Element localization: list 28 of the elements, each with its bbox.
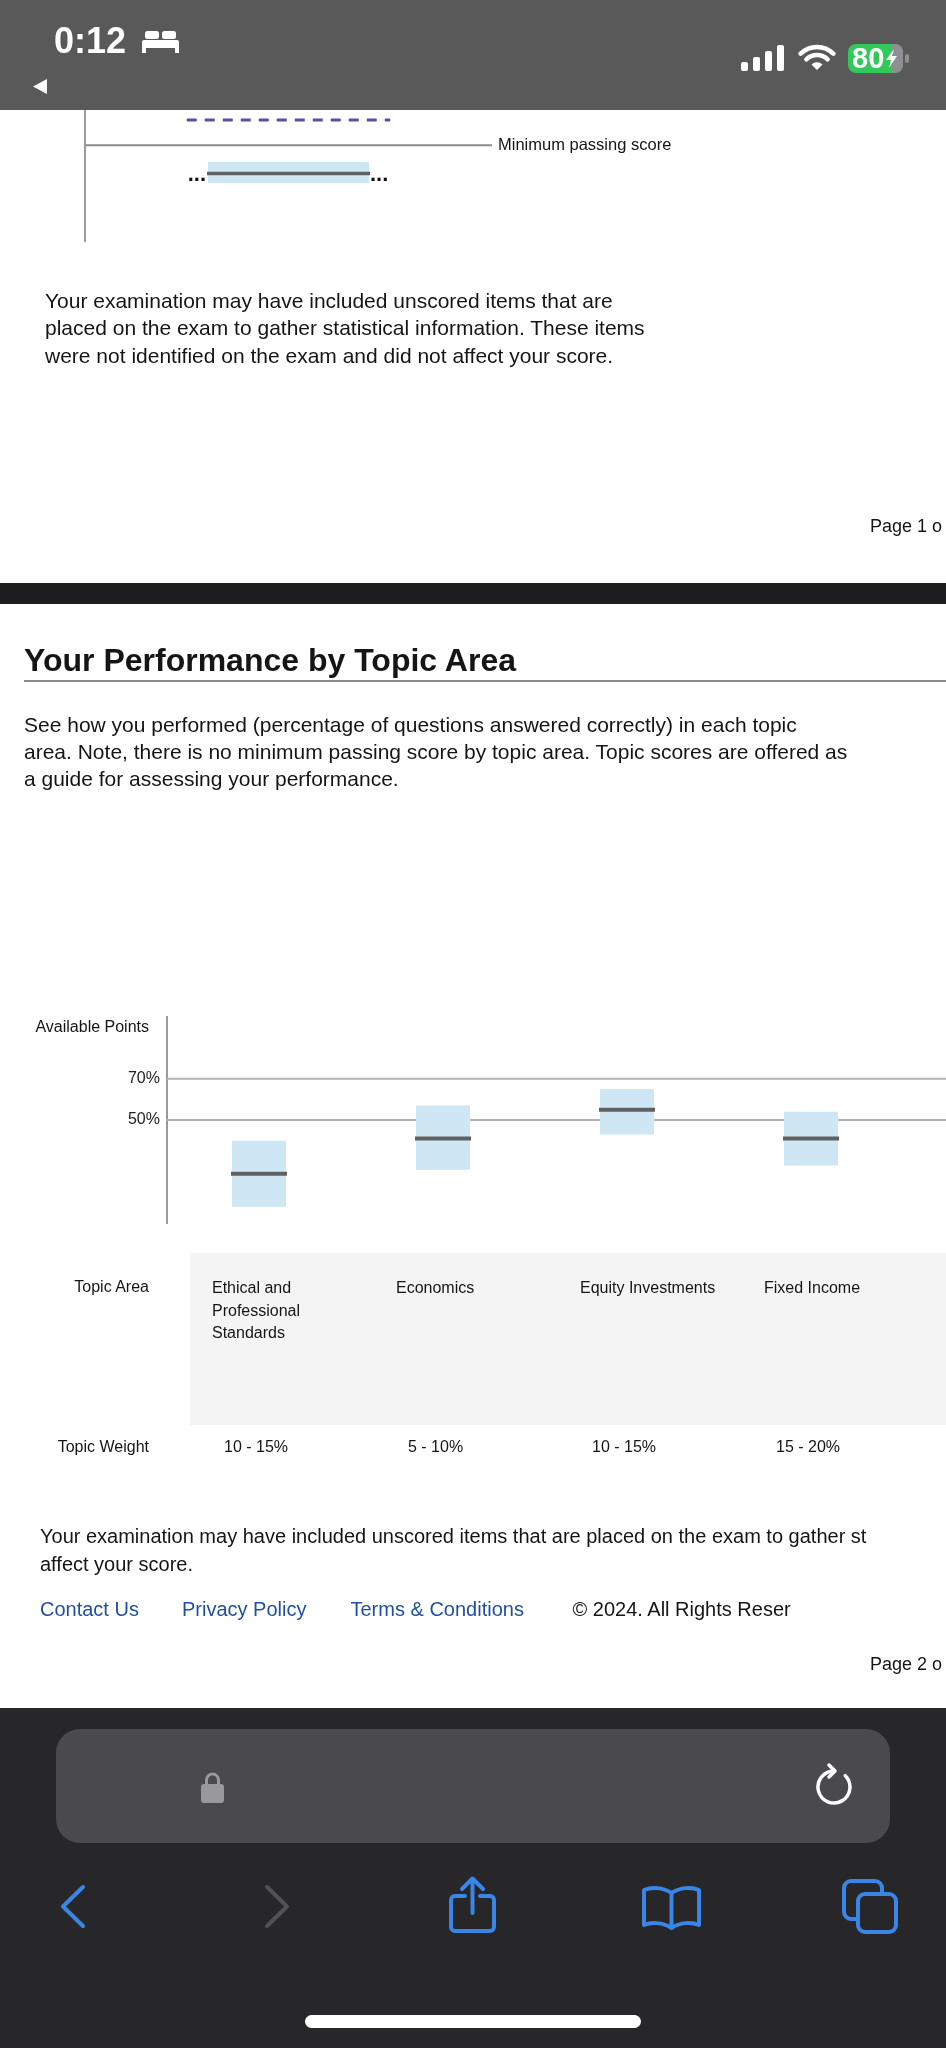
text: ... — [187, 161, 206, 186]
text: 5 - 10% — [408, 1437, 464, 1457]
x-tick-label: Fixed Income — [764, 1278, 862, 1299]
chart-title: Your Performance by Topic Area — [24, 640, 516, 680]
text: © 2024. All Rights Reser — [572, 1596, 791, 1621]
text: ... — [370, 161, 389, 186]
y-tick-label: 50% — [127, 1110, 160, 1128]
text: 10 - 15% — [592, 1437, 657, 1457]
text: Page 1 o — [869, 516, 942, 538]
text: Your examination may have included unscored items that are placed on the exam to gather statistical information. These items were not identified on the exam and did not affect your score. — [45, 287, 645, 370]
y-axis-title: Available Points — [35, 1017, 149, 1037]
text: 10 - 15% — [224, 1437, 289, 1457]
text: Page 2 o — [869, 1654, 942, 1676]
text: Topic Weight — [57, 1437, 149, 1457]
text: 15 - 20% — [776, 1437, 841, 1457]
chart-subtitle: See how you performed (percentage of questions answered correctly) in each topic area. Note, there is no minimum passing score by topic area. Topic scores are offered as a guide for assessing your performance. — [24, 711, 848, 793]
text: Contact Us — [40, 1596, 139, 1621]
x-tick-label: Economics — [396, 1278, 476, 1299]
text: Your examination may have included unscored items that are placed on the exam to gather st affect your score. — [40, 1524, 867, 1577]
text: Terms & Conditions — [350, 1596, 524, 1621]
text: Privacy Policy — [182, 1596, 307, 1621]
x-axis-title: Topic Area — [74, 1277, 149, 1297]
x-tick-label: Ethical and Professional Standards — [212, 1278, 302, 1344]
text: 80 — [852, 41, 885, 76]
text: 0:12 — [54, 19, 127, 63]
ref-line-label: Minimum passing score — [498, 134, 672, 153]
x-tick-label: Equity Investments — [580, 1278, 717, 1299]
y-tick-label: 70% — [127, 1069, 160, 1087]
